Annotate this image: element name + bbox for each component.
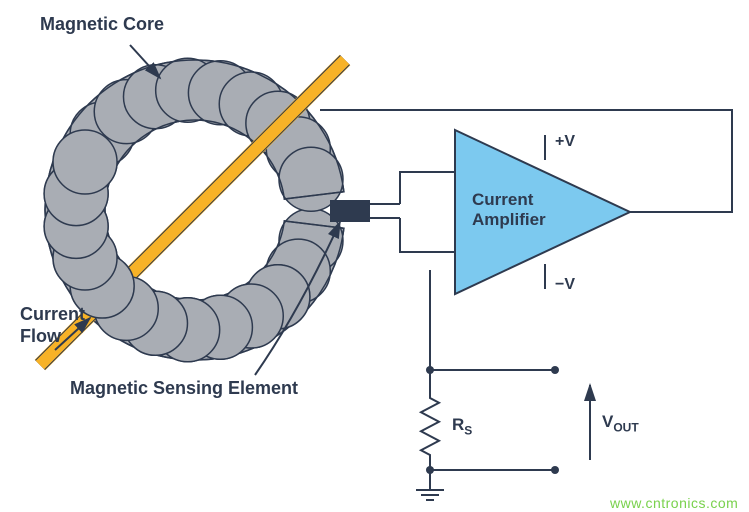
- label-current-amplifier: Current Amplifier: [472, 190, 546, 231]
- label-minus-v: −V: [555, 275, 575, 294]
- label-rs: RS: [452, 415, 472, 438]
- magnetic-sensing-element: [330, 200, 370, 222]
- label-vout: VOUT: [602, 412, 639, 435]
- label-plus-v: +V: [555, 132, 575, 151]
- label-current-flow: Current Flow: [20, 304, 85, 347]
- resistor-rs: [421, 370, 439, 470]
- watermark: www.cntronics.com: [610, 495, 738, 511]
- label-magnetic-core: Magnetic Core: [40, 14, 164, 36]
- label-magnetic-sensing-element: Magnetic Sensing Element: [70, 378, 298, 400]
